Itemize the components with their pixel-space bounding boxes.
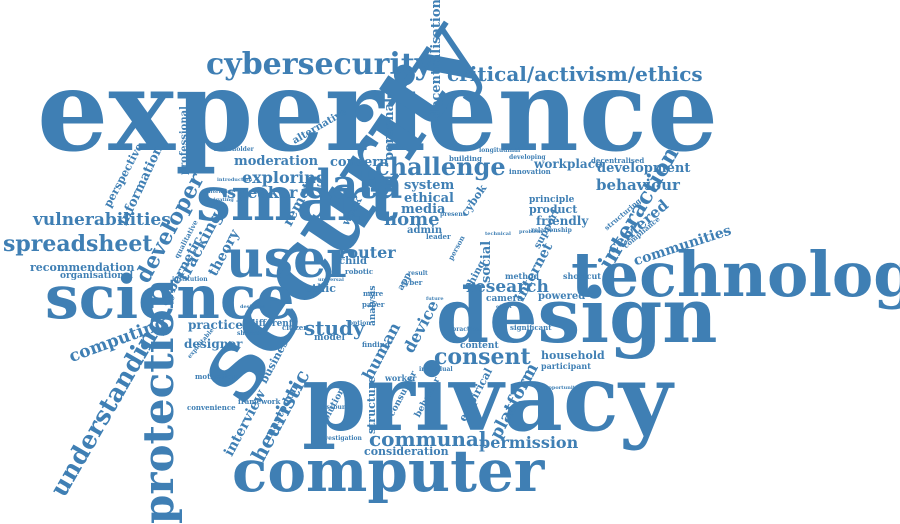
word-content: content (460, 341, 499, 351)
word-recommendation: recommendation (30, 261, 135, 274)
word-privacy: privacy (302, 344, 673, 452)
word-structure: structure (365, 376, 378, 434)
word-innovation: innovation (509, 167, 551, 176)
word-paper: paper (362, 300, 385, 309)
word-personal: personal (382, 97, 397, 161)
word-consideration: consideration (364, 445, 449, 458)
word-router: router (339, 243, 396, 262)
word-present: present (440, 211, 466, 218)
word-informing: informing (205, 189, 233, 195)
word-decentralisation: decentralisation (429, 0, 444, 118)
word-relationship: relationship (531, 227, 572, 234)
word-design: design (436, 271, 718, 360)
word-home: home (384, 209, 440, 230)
word-individual: individual (419, 366, 453, 373)
word-institution: institution (172, 276, 208, 283)
word-investigation: investigation (318, 435, 362, 442)
word-smart: smart (196, 162, 398, 235)
word-critical-activism-ethics: critical/activism/ethics (447, 62, 703, 86)
word-household: household (541, 349, 605, 362)
word-introduction: introduction (217, 177, 253, 183)
word-system: system (404, 178, 455, 193)
word-professional: professional (179, 106, 190, 175)
word-spreadsheet: spreadsheet (3, 231, 153, 257)
word-designer: designer (184, 337, 243, 351)
word-communal: communal (369, 427, 487, 451)
word-behaviour: behaviour (596, 176, 680, 194)
word-developing: developing (509, 154, 546, 161)
word-computer: computer (232, 437, 545, 505)
word-participant: participant (541, 361, 591, 371)
word-different: different (249, 319, 293, 329)
word-study: study (304, 316, 365, 340)
word-data: data (304, 161, 403, 208)
word-concern: concern (330, 155, 389, 170)
word-child: child (339, 256, 367, 267)
word-ethic: ethic (305, 282, 336, 295)
word-camera: camera (486, 294, 524, 304)
word-consent: consent (434, 344, 531, 370)
word-convenience: convenience (187, 403, 236, 412)
word-speaker: speaker (227, 183, 298, 202)
word-shortcut: shortcut (563, 271, 601, 281)
word-effect: effect (496, 304, 512, 310)
word-shadow: shadow (237, 330, 262, 337)
word-user: user (226, 229, 354, 290)
word-workplace: workplace (534, 157, 603, 171)
word-designed: designed (240, 304, 266, 310)
word-building: building (449, 154, 482, 163)
word-longitudinal: longitudinal (479, 147, 521, 154)
word-technical: technical (485, 231, 511, 237)
word-more: more (363, 289, 384, 298)
word-motivation: motivation (195, 372, 238, 381)
word-development: development (597, 161, 691, 176)
word-principle: principle (529, 195, 575, 205)
word-discount: discount (320, 404, 350, 411)
word-decentralised: decentralised (591, 156, 645, 165)
word-significant: significant (510, 323, 552, 332)
word-challenge: challenge (375, 152, 506, 181)
word-exploring: exploring (242, 168, 327, 187)
word-experience: experience (37, 46, 719, 177)
word-worker: worker (385, 373, 417, 383)
word-product: product (529, 203, 578, 216)
word-science: science (45, 263, 295, 333)
word-future: future (426, 296, 444, 302)
word-model: model (314, 333, 345, 343)
word-permission: permission (479, 433, 579, 452)
word-practical: practical (452, 326, 482, 333)
word-moderation: moderation (234, 154, 319, 169)
word-citizen: citizen (282, 323, 309, 332)
word-cyber: cyber (401, 278, 423, 287)
word-admin: admin (407, 225, 443, 236)
word-stakeholder: stakeholder (214, 146, 254, 153)
word-opportunities: opportunities (545, 385, 583, 391)
word-finding: finding (362, 340, 390, 349)
word-powered: powered (538, 291, 586, 302)
word-vulnerabilities: vulnerabilities (33, 210, 171, 230)
word-option: option (349, 320, 371, 327)
word-research: research (466, 277, 549, 297)
word-framework: framework (238, 397, 281, 406)
word-universal: universal (318, 277, 344, 283)
word-method: method (505, 271, 539, 281)
word-media: media (401, 202, 446, 217)
word-ethical: ethical (404, 191, 454, 206)
word-cybersecurity: cybersecurity (206, 47, 433, 82)
word-result: result (408, 270, 428, 277)
word-navigating: navigating (204, 197, 234, 203)
word-friendly: friendly (536, 214, 589, 228)
word-problem: problem (519, 229, 543, 235)
word-leader: leader (426, 232, 451, 241)
word-organisational: organisational (60, 271, 134, 281)
word-practice: practice (188, 318, 243, 332)
word-technology: technology (571, 238, 900, 311)
word-robotic: robotic (345, 267, 374, 276)
